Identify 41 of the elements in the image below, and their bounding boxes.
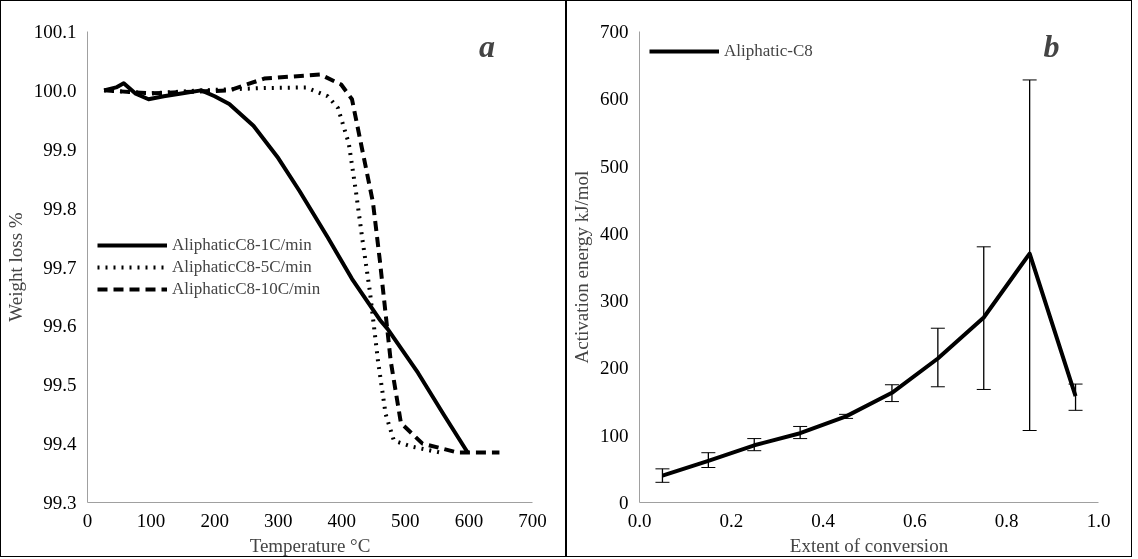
x-tick-label: 0.0: [627, 509, 652, 531]
x-tick-label: 600: [454, 509, 484, 531]
x-tick-label: 700: [518, 509, 547, 531]
x-tick-label: 300: [263, 509, 293, 531]
y-tick-label: 100.0: [33, 79, 77, 101]
y-axis-title: Activation energy kJ/mol: [571, 170, 592, 364]
y-tick-label: 100.1: [33, 21, 77, 42]
legend-label: Aliphatic-C8: [724, 41, 813, 61]
y-tick-label: 99.3: [43, 492, 77, 513]
x-tick-label: 500: [391, 509, 420, 531]
y-tick-label: 400: [600, 222, 629, 244]
x-tick-label: 0.4: [811, 509, 836, 531]
y-tick-label: 99.6: [43, 315, 77, 337]
x-tick-label: 100: [136, 509, 166, 531]
y-tick-label: 300: [600, 290, 629, 312]
x-axis-title: Extent of conversion: [789, 534, 949, 556]
y-tick-label: 99.9: [43, 138, 77, 160]
annotation: a: [479, 28, 496, 65]
y-tick-label: 700: [600, 21, 629, 42]
y-tick-label: 500: [600, 155, 629, 177]
legend-label: AliphaticC8-5C/min: [172, 256, 312, 277]
y-tick-label: 600: [600, 88, 629, 110]
x-tick-label: 200: [200, 509, 229, 531]
annotation: b: [1043, 28, 1060, 65]
y-tick-label: 200: [600, 357, 629, 379]
x-tick-label: 0.6: [903, 509, 927, 531]
x-tick-label: 1.0: [1086, 509, 1111, 531]
x-axis-title: Temperature °C: [249, 534, 371, 556]
legend-label: AliphaticC8-1C/min: [172, 234, 312, 255]
legend-label: AliphaticC8-10C/min: [172, 278, 321, 299]
y-tick-label: 100: [600, 424, 629, 446]
x-tick-label: 0.2: [719, 509, 744, 531]
y-tick-label: 0: [619, 492, 629, 513]
y-tick-label: 99.7: [43, 256, 77, 278]
x-tick-label: 0.8: [994, 509, 1019, 531]
x-tick-label: 400: [327, 509, 357, 531]
y-tick-label: 99.8: [43, 197, 77, 219]
y-axis-title: Weight loss %: [4, 212, 26, 322]
x-tick-label: 0: [82, 509, 93, 531]
y-tick-label: 99.4: [43, 433, 77, 455]
y-tick-label: 99.5: [43, 374, 77, 396]
